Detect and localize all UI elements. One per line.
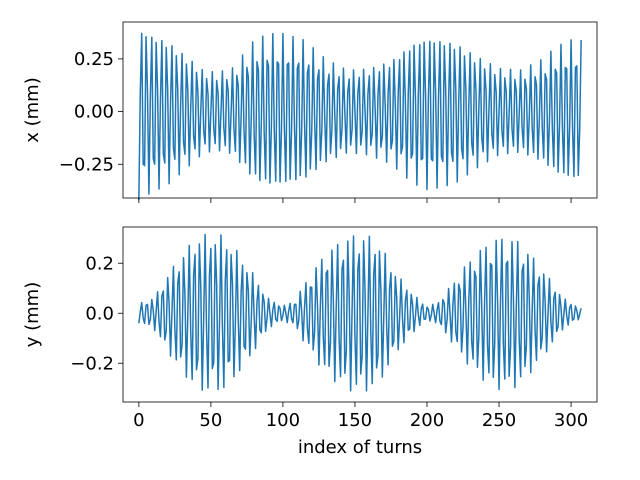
- x-tick-label: 300: [554, 410, 588, 431]
- panels: −0.25 0.00 0.25 x (mm) 0 50 100 150 200 250 300 −0.…: [22, 21, 598, 458]
- x-axis-label: index of turns: [298, 437, 422, 458]
- chart-panel: 0 50 100 150 200 250 300 −0.2 0.0 0.2 y (mm) index …: [22, 226, 598, 458]
- x-tick-label: 200: [410, 410, 444, 431]
- series-line: [138, 233, 582, 392]
- x-tick-label: 0: [133, 410, 144, 431]
- x-tick-label: 50: [199, 410, 222, 431]
- y-tick-label: −0.25: [59, 154, 114, 175]
- x-tick-label: 250: [482, 410, 516, 431]
- x-tick-label: 100: [266, 410, 300, 431]
- axes-frame: [122, 21, 598, 199]
- y-tick-label: 0.25: [74, 49, 114, 70]
- y-axis-label: y (mm): [22, 282, 43, 348]
- series-line: [138, 32, 582, 201]
- y-axis-label: x (mm): [22, 77, 43, 143]
- x-tick-label: 150: [338, 410, 372, 431]
- chart-panel: −0.25 0.00 0.25 x (mm): [22, 21, 598, 203]
- y-tick-label: 0.0: [85, 303, 114, 324]
- y-tick-label: 0.00: [74, 102, 114, 123]
- y-tick-label: 0.2: [85, 253, 114, 274]
- y-tick-label: −0.2: [70, 353, 114, 374]
- axes-frame: [122, 226, 598, 403]
